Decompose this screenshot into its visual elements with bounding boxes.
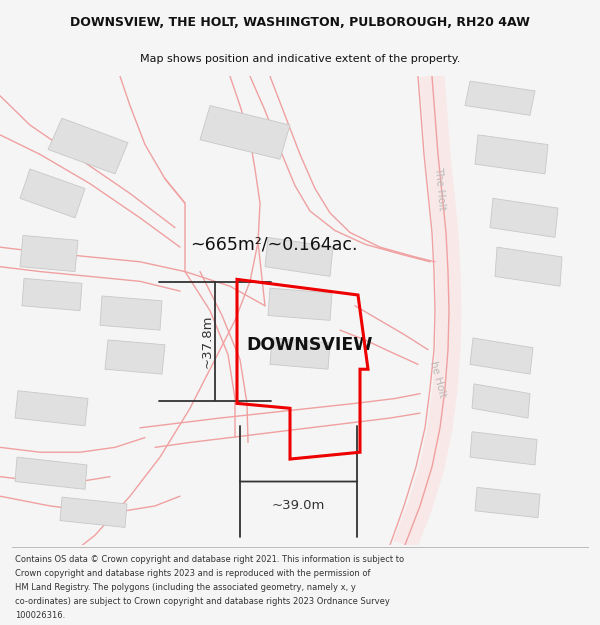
Text: HM Land Registry. The polygons (including the associated geometry, namely x, y: HM Land Registry. The polygons (includin… — [15, 583, 356, 592]
Polygon shape — [48, 118, 128, 174]
Polygon shape — [105, 340, 165, 374]
Text: Contains OS data © Crown copyright and database right 2021. This information is : Contains OS data © Crown copyright and d… — [15, 556, 404, 564]
Text: co-ordinates) are subject to Crown copyright and database rights 2023 Ordnance S: co-ordinates) are subject to Crown copyr… — [15, 598, 390, 606]
Text: ~39.0m: ~39.0m — [272, 499, 325, 512]
Polygon shape — [490, 198, 558, 238]
Polygon shape — [22, 278, 82, 311]
Polygon shape — [60, 497, 127, 528]
Polygon shape — [15, 457, 87, 489]
Polygon shape — [268, 288, 332, 321]
Text: he Holt: he Holt — [428, 359, 448, 398]
Polygon shape — [495, 247, 562, 286]
Polygon shape — [465, 81, 535, 115]
Polygon shape — [270, 338, 330, 369]
Polygon shape — [470, 432, 537, 465]
Polygon shape — [265, 238, 333, 276]
Polygon shape — [20, 169, 85, 218]
Text: 100026316.: 100026316. — [15, 611, 65, 621]
Text: DOWNSVIEW, THE HOLT, WASHINGTON, PULBOROUGH, RH20 4AW: DOWNSVIEW, THE HOLT, WASHINGTON, PULBORO… — [70, 16, 530, 29]
Text: DOWNSVIEW: DOWNSVIEW — [247, 336, 373, 354]
Text: Crown copyright and database rights 2023 and is reproduced with the permission o: Crown copyright and database rights 2023… — [15, 569, 371, 578]
Text: ~665m²/~0.164ac.: ~665m²/~0.164ac. — [190, 235, 358, 253]
Polygon shape — [470, 338, 533, 374]
Text: The Holt: The Holt — [433, 166, 447, 211]
Polygon shape — [475, 488, 540, 518]
Polygon shape — [475, 135, 548, 174]
Text: Map shows position and indicative extent of the property.: Map shows position and indicative extent… — [140, 54, 460, 64]
Polygon shape — [100, 296, 162, 330]
Polygon shape — [200, 106, 290, 159]
Text: ~37.8m: ~37.8m — [200, 314, 214, 368]
Polygon shape — [20, 236, 78, 271]
Polygon shape — [472, 384, 530, 418]
Polygon shape — [15, 391, 88, 426]
